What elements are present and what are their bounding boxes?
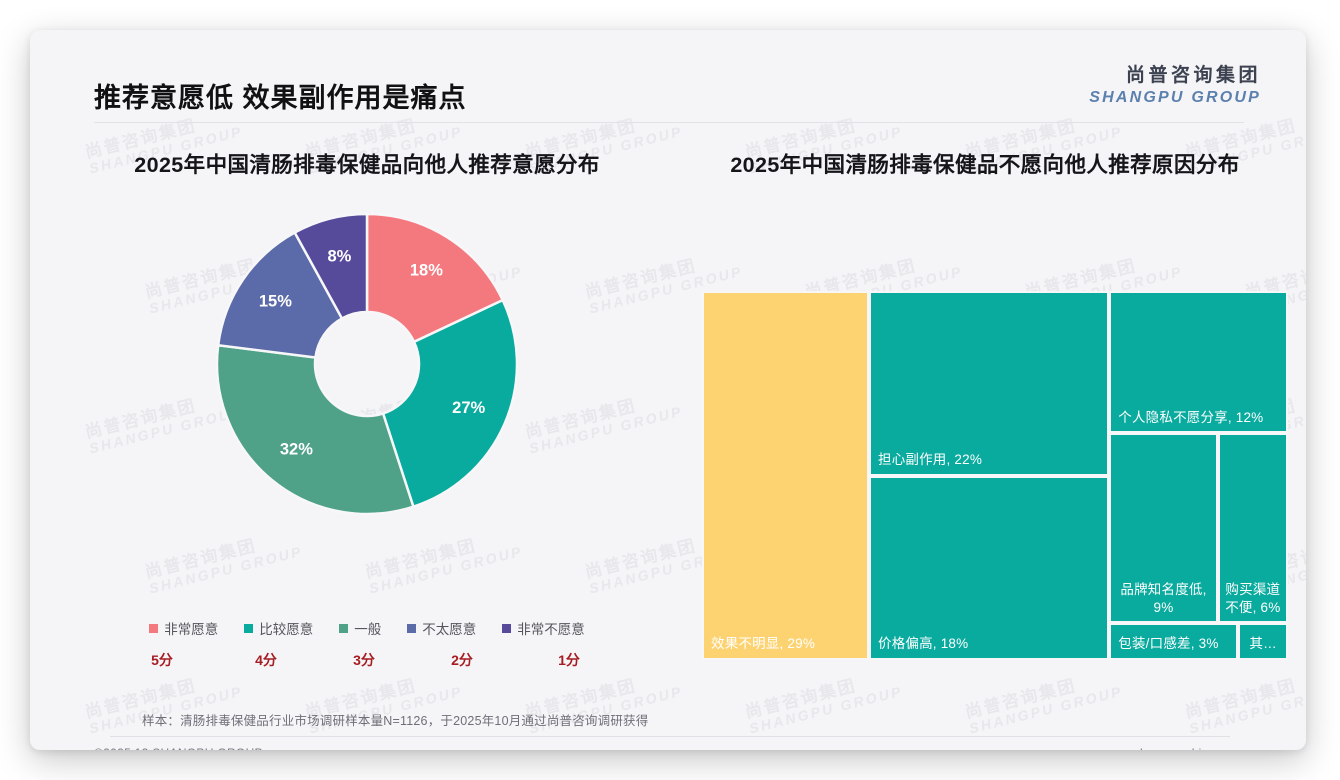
legend-item[interactable]: 一般 [339, 618, 381, 638]
treemap-cell-label: 其… [1249, 636, 1277, 652]
legend-swatch-icon [407, 623, 417, 633]
source-note: 样本：清肠排毒保健品行业市场调研样本量N=1126，于2025年10月通过尚普咨… [142, 714, 649, 728]
legend-item-label: 比较愿意 [259, 622, 314, 637]
logo-english-text: SHANGPU GROUP [1089, 88, 1261, 106]
donut-slice-label: 15% [259, 292, 292, 310]
treemap-cell[interactable]: 效果不明显, 29% [702, 291, 869, 660]
score-label: 1分 [558, 652, 580, 668]
treemap-cell-label: 个人隐私不愿分享, 12% [1118, 409, 1264, 425]
donut-chart: 18% 27% 32% 15% 8% [62, 199, 672, 544]
treemap-cell[interactable]: 个人隐私不愿分享, 12% [1109, 291, 1288, 434]
donut-legend: 非常愿意 比较愿意 一般 不太愿意 非常不愿意 [62, 618, 672, 638]
score-label: 2分 [451, 652, 473, 668]
donut-slice-label: 8% [328, 247, 352, 265]
treemap-cell-label: 购买渠道不便, 6% [1225, 582, 1281, 615]
panel-refusal-reasons: 2025年中国清肠排毒保健品不愿向他人推荐原因分布 效果不明显, 29% 担心副作… [670, 150, 1300, 670]
treemap-cell[interactable]: 其… [1238, 623, 1288, 660]
legend-item-label: 非常愿意 [164, 622, 219, 637]
legend-item[interactable]: 非常愿意 [149, 618, 218, 638]
treemap-cell[interactable]: 担心副作用, 22% [869, 291, 1110, 476]
treemap-cell-label: 价格偏高, 18% [878, 636, 969, 652]
donut-slice-label: 32% [280, 440, 313, 458]
treemap-cell-label: 担心副作用, 22% [878, 451, 983, 467]
treemap-cell[interactable]: 价格偏高, 18% [869, 475, 1110, 660]
slide-header: 推荐意愿低 效果副作用是痛点 尚普咨询集团 SHANGPU GROUP [30, 30, 1306, 120]
treemap-cell[interactable]: 品牌知名度低, 9% [1109, 433, 1218, 624]
legend-item-label: 非常不愿意 [517, 622, 585, 637]
treemap-chart: 效果不明显, 29% 担心副作用, 22% 价格偏高, 18% 个人隐私不愿分享, 1… [702, 291, 1288, 660]
treemap-cell-label: 效果不明显, 29% [711, 636, 816, 652]
treemap-cell[interactable]: 购买渠道不便, 6% [1217, 433, 1288, 624]
right-chart-title: 2025年中国清肠排毒保健品不愿向他人推荐原因分布 [730, 153, 1240, 177]
score-label: 4分 [255, 652, 277, 668]
donut-score-row: 5分 4分 3分 2分 1分 [62, 650, 672, 670]
page-title: 推荐意愿低 效果副作用是痛点 [94, 83, 467, 113]
score-label: 5分 [151, 652, 173, 668]
logo-chinese-text: 尚普咨询集团 [1125, 65, 1261, 86]
treemap-cell-label: 包装/口感差, 3% [1118, 636, 1219, 652]
score-label: 3分 [353, 652, 375, 668]
slide-canvas: 尚普咨询集团 SHANGPU GROUP 尚普咨询集团 SHANGPU GROUP 尚普… [30, 30, 1306, 750]
donut-slice[interactable] [365, 212, 505, 344]
legend-item[interactable]: 非常不愿意 [502, 618, 585, 638]
donut-slice[interactable] [215, 343, 415, 515]
donut-slice[interactable] [293, 212, 369, 320]
donut-chart-svg: 18% 27% 32% 15% 8% [215, 212, 519, 515]
donut-slice-label: 18% [410, 261, 443, 279]
legend-swatch-icon [149, 623, 159, 633]
legend-item[interactable]: 不太愿意 [407, 618, 476, 638]
legend-swatch-icon [244, 623, 254, 633]
website-url: www.shangpu-china.com [1104, 746, 1242, 750]
left-chart-title: 2025年中国清肠排毒保健品向他人推荐意愿分布 [134, 153, 600, 177]
treemap-cell-label: 品牌知名度低, 9% [1120, 582, 1207, 615]
legend-item-label: 一般 [354, 622, 382, 637]
legend-swatch-icon [502, 623, 512, 633]
footer-divider [110, 736, 1230, 737]
legend-swatch-icon [339, 623, 349, 633]
legend-item[interactable]: 比较愿意 [244, 618, 313, 638]
treemap-cell[interactable]: 包装/口感差, 3% [1109, 623, 1239, 660]
header-divider [94, 122, 1244, 123]
brand-logo: 尚普咨询集团 SHANGPU GROUP [1089, 64, 1261, 108]
donut-slice[interactable] [381, 297, 519, 508]
legend-item-label: 不太愿意 [422, 622, 477, 637]
copyright-text: ©2025.12 SHANGPU GROUP [94, 746, 263, 750]
panel-recommendation-willingness: 2025年中国清肠排毒保健品向他人推荐意愿分布 18% 27% 32% 15% 8% 非… [62, 150, 672, 670]
donut-slice-label: 27% [452, 399, 485, 417]
